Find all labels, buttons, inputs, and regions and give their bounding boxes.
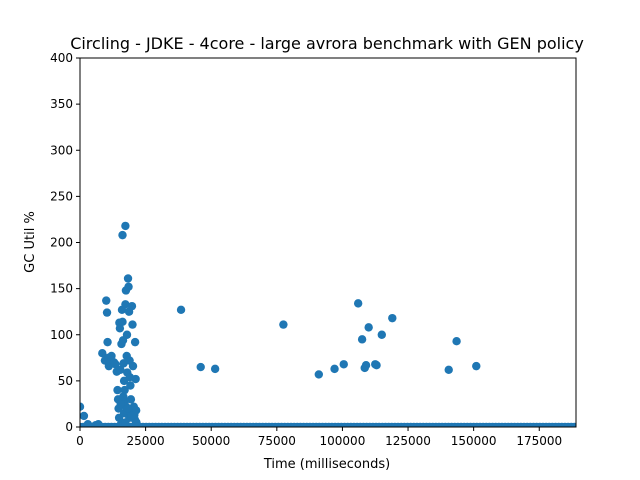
x-tick-label: 175000 xyxy=(516,434,562,448)
data-point xyxy=(339,360,348,369)
data-point xyxy=(330,364,339,374)
data-point xyxy=(102,308,112,317)
x-tick-label: 25000 xyxy=(127,434,165,448)
data-point xyxy=(364,323,373,332)
data-point xyxy=(123,404,132,413)
data-point xyxy=(176,305,186,315)
axes-frame xyxy=(79,57,577,428)
data-point xyxy=(121,221,130,231)
data-point xyxy=(107,351,116,361)
data-point xyxy=(361,360,371,370)
data-point xyxy=(94,420,103,427)
data-point xyxy=(128,361,138,371)
data-point xyxy=(353,299,363,308)
chart-title: Circling - JDKE - 4core - large avrora b… xyxy=(70,34,584,53)
data-point xyxy=(210,364,220,374)
plot-area: 0 25000 50000 75000 100000 125000 150000 175000… xyxy=(50,51,577,448)
data-point xyxy=(116,399,125,409)
data-point xyxy=(377,330,386,339)
y-tick-label: 300 xyxy=(50,143,73,157)
data-point xyxy=(122,330,132,339)
data-point xyxy=(83,420,93,427)
data-point xyxy=(126,395,136,404)
y-tick-label: 400 xyxy=(50,51,73,65)
data-point xyxy=(123,274,133,283)
data-point xyxy=(131,406,141,415)
data-point xyxy=(126,411,136,421)
data-point xyxy=(116,365,125,375)
x-tick-label: 150000 xyxy=(451,434,497,448)
x-tick-label: 75000 xyxy=(258,434,296,448)
data-point xyxy=(118,230,127,240)
x-tick-label: 125000 xyxy=(385,434,431,448)
y-axis-label: GC Util % xyxy=(23,211,38,273)
data-point xyxy=(127,301,137,311)
y-tick-label: 350 xyxy=(50,97,73,111)
y-tick-label: 0 xyxy=(65,420,73,434)
x-tick-label: 50000 xyxy=(192,434,230,448)
data-point xyxy=(472,361,481,371)
data-point xyxy=(102,296,111,305)
data-point xyxy=(113,385,122,395)
data-point xyxy=(388,313,397,323)
data-point xyxy=(118,317,127,327)
data-point xyxy=(126,381,135,390)
y-tick-label: 200 xyxy=(50,236,73,250)
data-point xyxy=(314,370,324,379)
data-markers xyxy=(80,221,576,427)
x-tick-label: 0 xyxy=(76,434,84,448)
data-point xyxy=(357,335,367,344)
data-point xyxy=(279,320,288,329)
data-point xyxy=(124,282,133,291)
data-point xyxy=(80,411,89,421)
data-point xyxy=(80,402,85,411)
y-tick-label: 50 xyxy=(58,374,73,388)
data-point xyxy=(452,337,461,346)
x-tick-label: 100000 xyxy=(320,434,366,448)
x-axis-label: Time (milliseconds) xyxy=(263,457,390,472)
data-point xyxy=(98,349,107,358)
y-tick-label: 100 xyxy=(50,328,73,342)
data-point xyxy=(196,362,205,372)
data-point xyxy=(115,324,125,333)
data-point xyxy=(120,385,129,395)
data-point xyxy=(119,392,128,401)
baseline-point xyxy=(570,422,576,427)
data-point xyxy=(372,360,381,370)
data-point xyxy=(132,418,141,427)
y-tick-label: 150 xyxy=(50,282,73,296)
data-point xyxy=(444,365,453,375)
data-point xyxy=(131,374,140,384)
data-point xyxy=(130,337,140,347)
data-point xyxy=(121,300,130,309)
data-point xyxy=(128,320,137,329)
y-tick-label: 250 xyxy=(50,189,73,203)
data-point xyxy=(111,360,120,369)
data-point xyxy=(103,337,112,347)
